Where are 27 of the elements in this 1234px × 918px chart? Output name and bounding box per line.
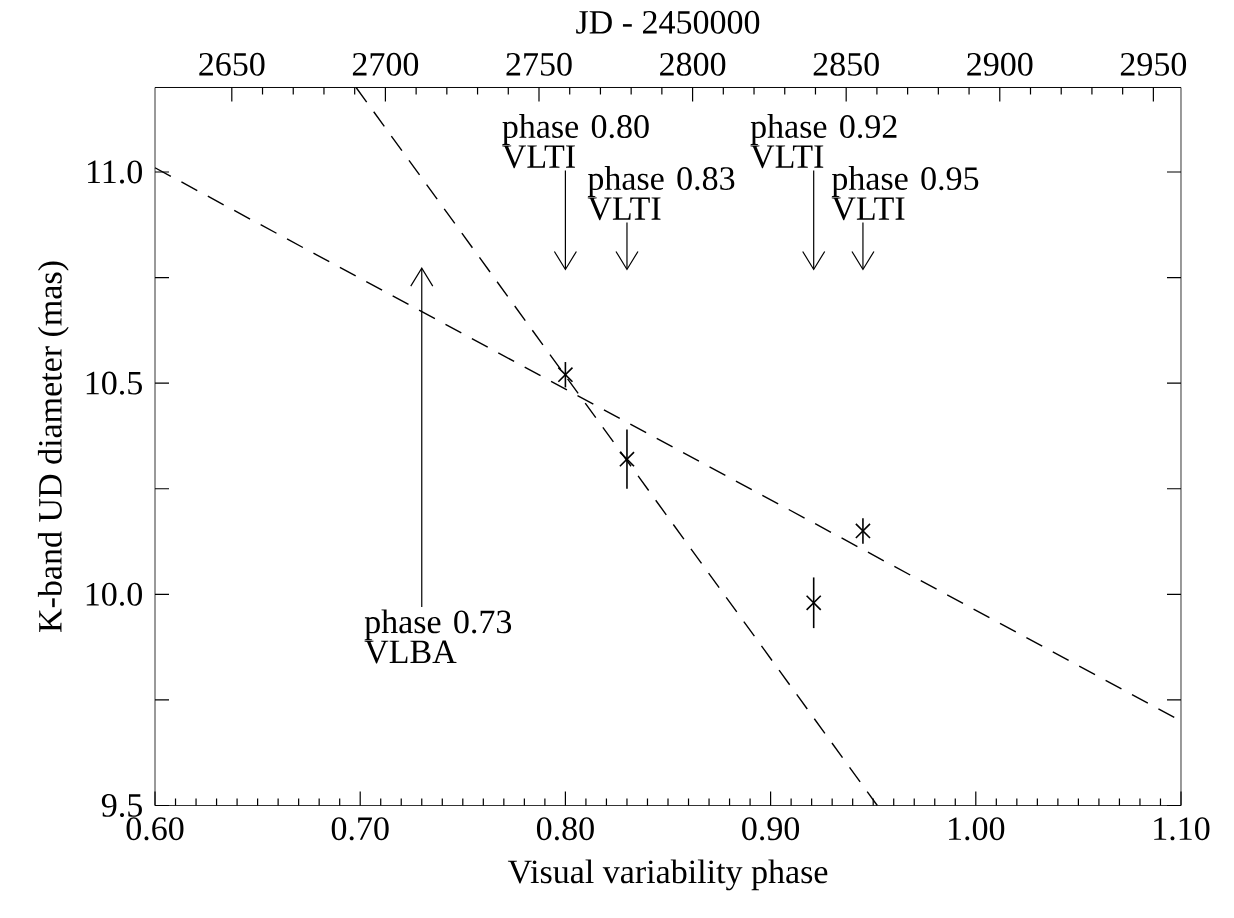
y-tick-label: 10.0 bbox=[86, 583, 142, 607]
point bbox=[855, 523, 871, 540]
x-tick-label: 0.70 bbox=[331, 817, 389, 841]
x2-tick-label: 2950 bbox=[1120, 53, 1187, 77]
annotation: phase 0.83 VLTI bbox=[587, 166, 735, 221]
x2-tick-label: 2700 bbox=[352, 53, 419, 77]
y-tick-label: 11.0 bbox=[88, 160, 142, 184]
x-tick-label: 0.80 bbox=[536, 817, 594, 841]
point bbox=[805, 595, 822, 611]
annotation: phase 0.73 VLBA bbox=[364, 609, 512, 664]
x2-axis-title: JD - 2450000 bbox=[576, 11, 760, 35]
x2-tick-label: 2800 bbox=[660, 53, 726, 77]
x2-tick-label: 2900 bbox=[967, 53, 1033, 77]
x2-tick-label: 2650 bbox=[199, 53, 265, 77]
y-axis-title: K-band UD diameter (mas) bbox=[37, 261, 69, 633]
x-axis-title: Visual variability phase bbox=[507, 859, 828, 891]
point bbox=[557, 367, 574, 383]
x2-tick-label: 2850 bbox=[813, 53, 879, 77]
point bbox=[619, 451, 635, 468]
x-tick-label: 1.10 bbox=[1154, 817, 1210, 841]
x-tick-label: 1.00 bbox=[949, 817, 1005, 841]
y-tick-label: 10.5 bbox=[86, 371, 142, 395]
x-tick-label: 0.60 bbox=[126, 817, 184, 841]
x2-tick-label: 2750 bbox=[506, 53, 572, 77]
x-tick-label: 0.90 bbox=[742, 817, 800, 841]
annotation: phase 0.95 VLTI bbox=[831, 166, 979, 221]
y-tick-label: 9.5 bbox=[101, 794, 142, 818]
